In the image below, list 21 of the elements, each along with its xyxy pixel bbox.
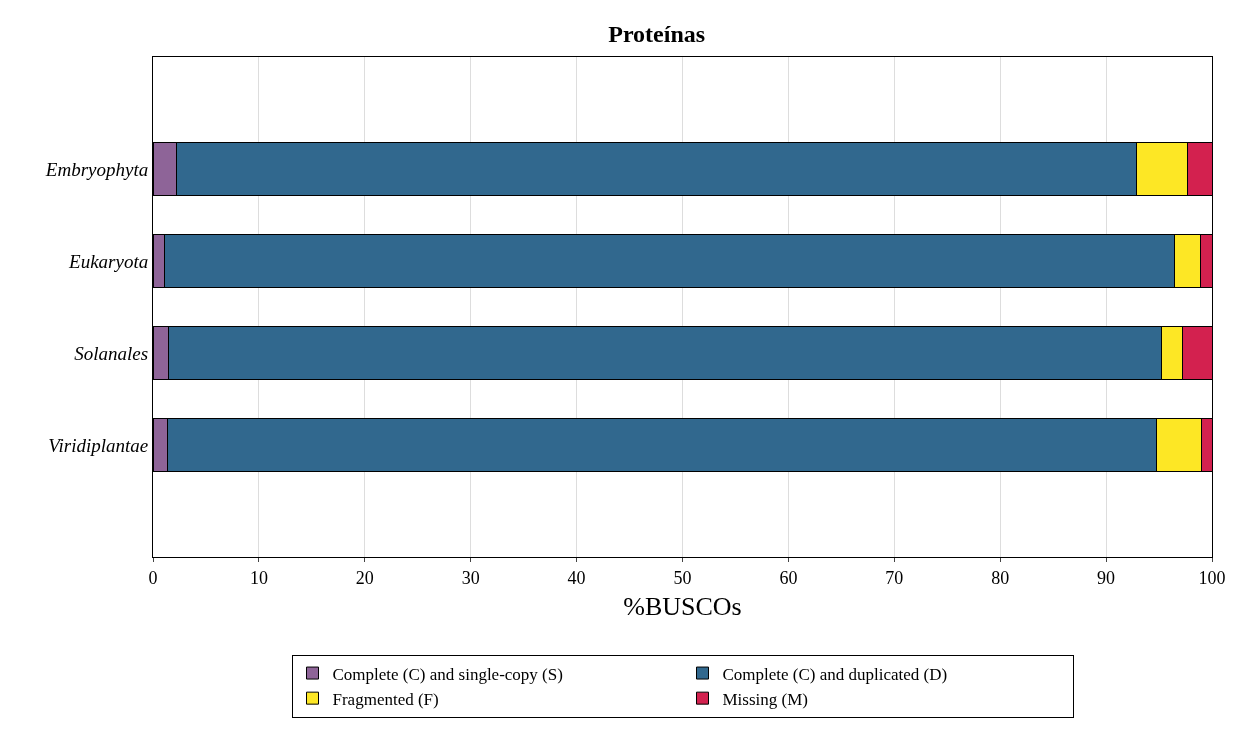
x-tick-label: 60	[779, 567, 798, 588]
legend-label: Fragmented (F)	[332, 689, 439, 709]
x-tick-label: 90	[1097, 567, 1116, 588]
y-tick-label: Solanales	[74, 342, 149, 364]
x-tick-label: 20	[355, 567, 374, 588]
x-tick-label: 100	[1198, 567, 1226, 588]
legend-label: Complete (C) and duplicated (D)	[722, 664, 948, 684]
x-tick-label: 80	[991, 567, 1010, 588]
x-tick-label: 0	[148, 567, 158, 588]
legend-label: Missing (M)	[722, 689, 808, 709]
x-tick-label: 70	[885, 567, 904, 588]
legend-label: Complete (C) and single-copy (S)	[332, 664, 563, 684]
y-tick-label: Embryophyta	[44, 158, 149, 180]
y-tick-label: Viridiplantae	[48, 434, 149, 456]
x-tick-label: 50	[673, 567, 692, 588]
x-tick-label: 30	[461, 567, 480, 588]
chart-title: Proteínas	[608, 21, 706, 48]
x-tick-label: 10	[249, 567, 268, 588]
x-axis-title: %BUSCOs	[623, 592, 742, 622]
y-tick-label: Eukaryota	[68, 250, 149, 272]
x-tick-label: 40	[567, 567, 586, 588]
